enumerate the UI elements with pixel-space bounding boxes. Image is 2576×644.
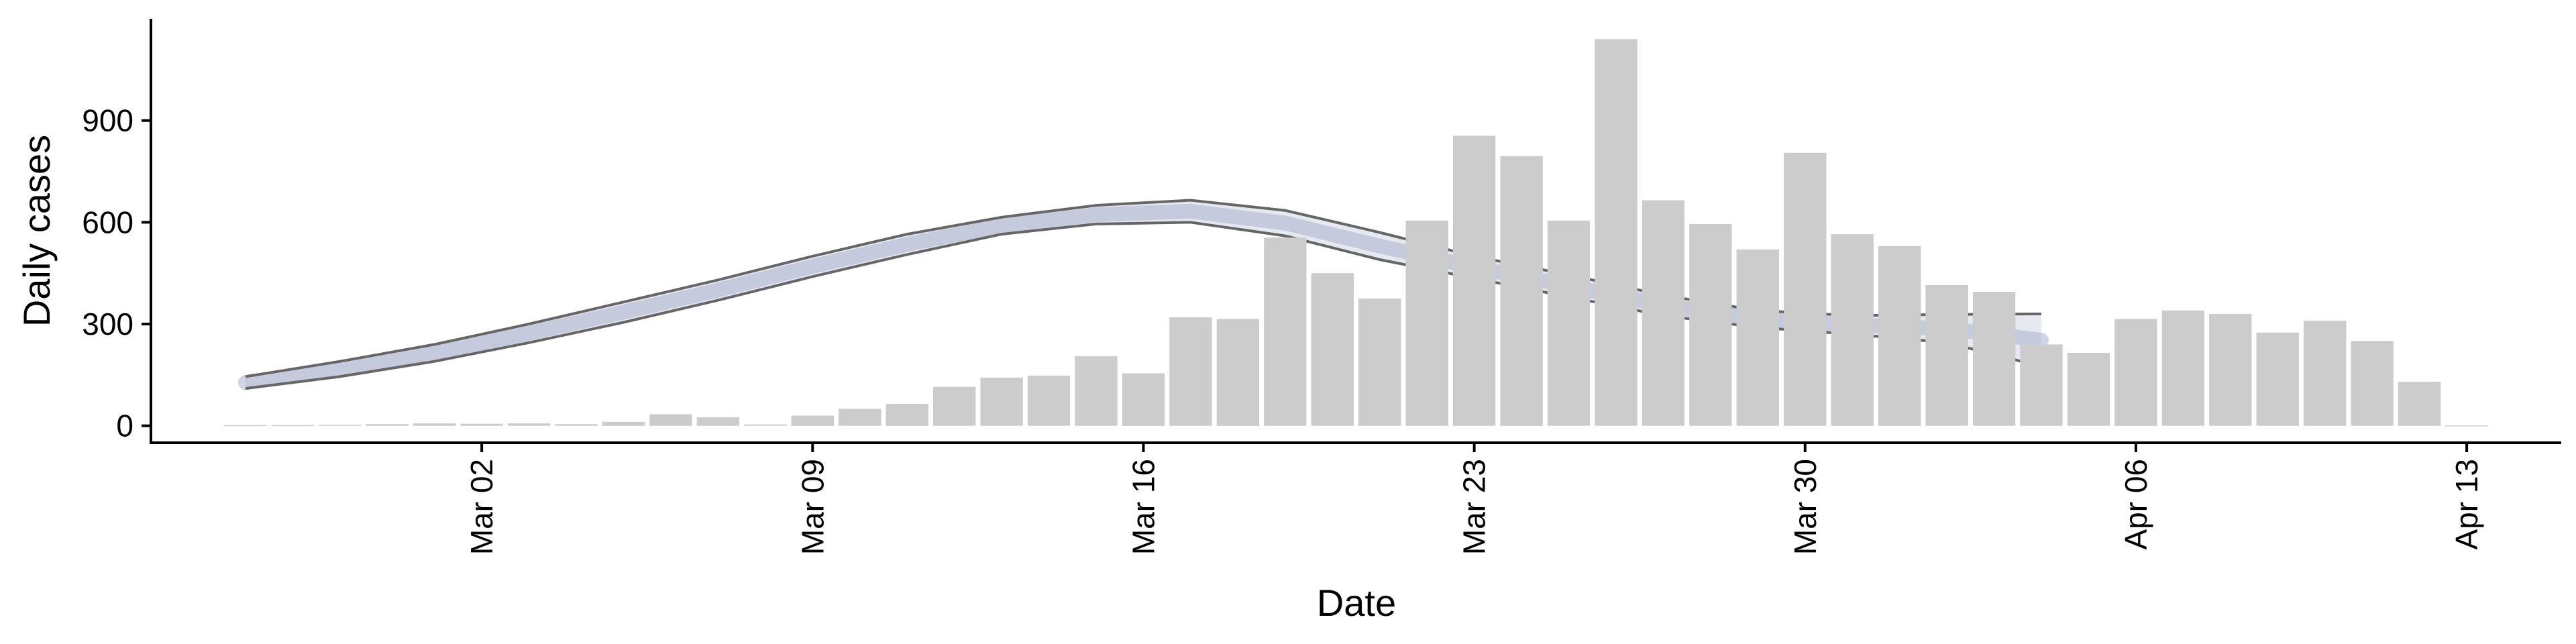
bar [1831, 234, 1874, 426]
y-tick-label: 900 [82, 103, 133, 138]
bar [507, 423, 551, 426]
y-tick-label: 0 [116, 409, 133, 443]
bar [1925, 284, 1968, 426]
bar [1169, 317, 1212, 426]
bar [839, 409, 881, 426]
bar [1264, 237, 1307, 426]
bar [980, 377, 1023, 426]
bar [2209, 313, 2252, 426]
bar [744, 424, 787, 426]
bar [1358, 299, 1401, 426]
bar [2114, 319, 2157, 426]
y-tick-label: 600 [82, 205, 133, 239]
bar [791, 415, 834, 426]
bar [696, 417, 740, 426]
bars-layer [224, 39, 2488, 427]
x-tick-label: Apr 06 [2118, 459, 2153, 550]
bar [885, 403, 928, 426]
bar [2398, 382, 2441, 426]
bar [366, 424, 409, 426]
x-ticks: Mar 02 Mar 09 Mar 16 Mar 23 Mar 30 Apr 06 Apr … [464, 443, 2484, 555]
x-tick-label: Apr 13 [2449, 459, 2484, 550]
bar [1642, 200, 1685, 426]
x-tick-label: Mar 16 [1126, 459, 1161, 555]
bar [460, 423, 503, 426]
bar [1547, 220, 1591, 426]
x-axis-title: Date [1317, 582, 1396, 624]
bar [2304, 321, 2347, 426]
bar [1500, 156, 1543, 426]
x-tick-label: Mar 02 [464, 459, 499, 555]
bar [1027, 375, 1071, 426]
bar [1689, 223, 1732, 426]
bar [555, 424, 598, 426]
bar [1972, 292, 2016, 426]
bar [649, 414, 692, 426]
y-ticks: 0 300 600 900 [82, 103, 151, 443]
bar [1405, 220, 1448, 426]
bar [1311, 273, 1354, 426]
bar [2161, 310, 2205, 426]
bar [271, 425, 315, 427]
y-axis-title: Daily cases [15, 135, 58, 327]
x-tick-label: Mar 30 [1788, 459, 1823, 555]
x-tick-label: Mar 23 [1457, 459, 1492, 555]
bar [2256, 332, 2299, 426]
bar [1784, 152, 1827, 426]
bar [1122, 373, 1165, 426]
bar [1216, 319, 1260, 426]
bar [1878, 246, 1921, 426]
bar [413, 423, 456, 426]
bar [2067, 353, 2110, 426]
y-tick-label: 300 [82, 307, 133, 341]
bar [1736, 249, 1779, 426]
bar [2351, 341, 2394, 426]
bar [2020, 344, 2063, 426]
bar [1075, 356, 1118, 426]
bar [2445, 425, 2488, 427]
bar [224, 425, 267, 427]
bar [933, 386, 976, 426]
bar [319, 425, 362, 426]
bar [1595, 39, 1638, 426]
bar [1452, 136, 1496, 426]
x-tick-label: Mar 09 [795, 459, 830, 555]
bar [602, 421, 645, 426]
